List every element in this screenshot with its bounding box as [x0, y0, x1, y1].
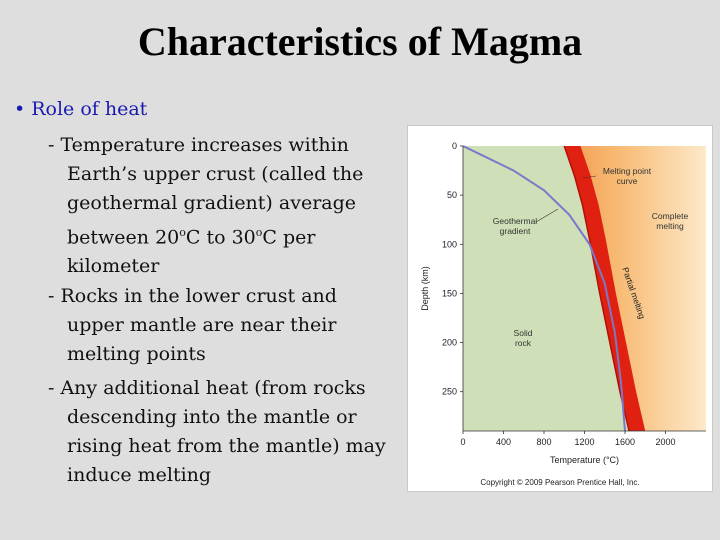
- y-tick-label: 150: [442, 288, 457, 298]
- bullet-label: Role of heat: [31, 98, 148, 120]
- geothermal-gradient-label: gradient: [500, 226, 531, 236]
- solid-rock-label: rock: [515, 338, 532, 348]
- melting-curve-pointer: [582, 175, 597, 179]
- slide-title: Characteristics of Magma: [137, 19, 583, 64]
- x-tick-label: 800: [536, 437, 551, 447]
- melting-point-curve-label: Melting point: [603, 166, 652, 176]
- y-tick-label: 200: [442, 338, 457, 348]
- y-tick-label: 0: [452, 141, 457, 151]
- bullet-role-of-heat: • Role of heat: [14, 98, 147, 120]
- point1-text-c: C per kilometer: [67, 226, 316, 278]
- point-additional-heat: - Any additional heat (from rocks descen…: [48, 377, 386, 486]
- geothermal-gradient-line: [462, 145, 626, 432]
- bullet-dot-icon: •: [14, 98, 26, 120]
- complete-melting-label: Complete: [652, 211, 689, 221]
- x-axis-label: Temperature (°C): [550, 455, 619, 465]
- y-tick-label: 50: [447, 190, 457, 200]
- y-axis-label: Depth (km): [420, 266, 430, 311]
- melting-point-curve-label: curve: [617, 176, 638, 186]
- point-rocks-near-melting: - Rocks in the lower crust and upper man…: [48, 285, 337, 365]
- geotherm-chart: 0 400 800 1200 1600 2000 0 50 100 150 200 250 Temper…: [420, 141, 706, 465]
- geotherm-figure: 0 400 800 1200 1600 2000 0 50 100 150 200 250 Temper…: [407, 125, 713, 492]
- x-tick-label: 0: [460, 437, 465, 447]
- y-tick-label: 100: [442, 239, 457, 249]
- x-tick-label: 2000: [655, 437, 675, 447]
- x-tick-label: 1200: [574, 437, 594, 447]
- degree-sup-1: o: [179, 226, 186, 239]
- degree-sup-2: o: [255, 226, 263, 239]
- x-tick-label: 1600: [615, 437, 635, 447]
- geothermal-gradient-label: Geothermal: [493, 216, 538, 226]
- complete-melting-label: melting: [656, 221, 684, 231]
- point1-text-b: C to 30: [185, 226, 256, 249]
- solid-rock-label: Solid: [514, 328, 533, 338]
- point1-text-a: - Temperature increases within Earth’s u…: [48, 134, 364, 249]
- geothermal-pointer: [535, 208, 559, 223]
- melting-point-curve-line: [563, 145, 630, 432]
- y-tick-label: 250: [442, 387, 457, 397]
- solid-region: [463, 146, 630, 431]
- point-temperature: - Temperature increases within Earth’s u…: [48, 131, 393, 281]
- figure-copyright: Copyright © 2009 Pearson Prentice Hall, …: [480, 478, 640, 487]
- x-tick-label: 400: [496, 437, 511, 447]
